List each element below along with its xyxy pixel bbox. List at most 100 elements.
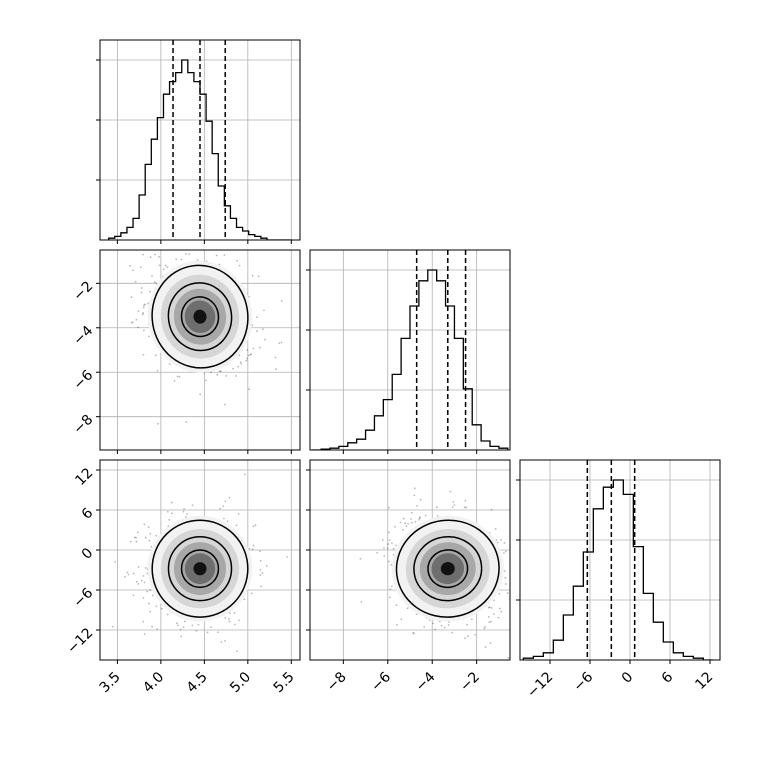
y-tick-label: 6 — [79, 505, 97, 523]
sample-point — [496, 541, 499, 544]
sample-point — [228, 620, 231, 623]
sample-point — [466, 623, 468, 626]
sample-point — [388, 531, 390, 534]
histogram-panel-2: −12 −6 0 6 12 — [516, 459, 721, 701]
sample-point — [432, 622, 434, 625]
sample-point — [387, 543, 390, 545]
sample-point — [514, 615, 516, 617]
sample-point — [154, 354, 157, 357]
sample-point — [224, 639, 227, 642]
sample-point — [502, 552, 505, 554]
sample-point — [463, 506, 466, 509]
sample-point — [443, 626, 446, 629]
sample-point — [395, 604, 398, 607]
sample-point — [487, 606, 490, 609]
scatter-layer — [359, 487, 516, 659]
sample-point — [252, 347, 255, 350]
sample-point — [255, 330, 258, 333]
sample-point — [247, 354, 250, 357]
sample-point — [188, 253, 191, 256]
sample-point — [413, 494, 416, 497]
histogram-panel-1 — [306, 249, 511, 454]
sample-point — [158, 264, 161, 267]
sample-point — [251, 274, 254, 277]
sample-point — [401, 528, 404, 531]
contour-line — [180, 296, 220, 338]
sample-point — [245, 359, 248, 362]
sample-point — [410, 511, 413, 514]
sample-point — [135, 540, 138, 543]
sample-point — [146, 572, 149, 575]
sample-point — [149, 532, 152, 535]
sample-point — [412, 631, 415, 634]
sample-point — [89, 273, 91, 275]
sample-point — [140, 579, 143, 582]
sample-point — [440, 624, 443, 627]
y-tick-label: −8 — [70, 412, 96, 438]
sample-point — [143, 303, 146, 306]
sample-point — [246, 357, 249, 360]
sample-point — [490, 508, 493, 511]
sample-point — [261, 328, 264, 331]
sample-point — [137, 582, 140, 585]
sample-point — [238, 354, 241, 357]
sample-point — [263, 338, 266, 341]
sample-point — [137, 326, 139, 329]
sample-point — [280, 341, 283, 344]
scatter-layer — [111, 473, 288, 653]
sample-point — [448, 621, 450, 623]
y-tick-label: −6 — [70, 367, 96, 393]
sample-point — [185, 421, 188, 423]
panel-frame — [99, 39, 301, 241]
sample-point — [259, 574, 262, 576]
sample-point — [239, 361, 242, 364]
sample-point — [406, 607, 409, 610]
sample-point — [250, 592, 253, 595]
sample-point — [258, 346, 261, 349]
sample-point — [243, 598, 246, 601]
sample-point — [453, 504, 456, 507]
contour-line — [427, 549, 469, 589]
x-tick-label: 5.5 — [271, 669, 298, 696]
contour-line — [151, 264, 249, 369]
sample-point — [135, 580, 138, 583]
sample-point — [154, 253, 156, 256]
contour-line — [151, 519, 249, 618]
sample-point — [233, 623, 236, 626]
sample-point — [226, 520, 229, 523]
sample-point — [168, 519, 171, 521]
contour-line — [167, 536, 233, 602]
sample-point — [162, 268, 165, 271]
sample-point — [394, 525, 396, 528]
density-level — [193, 309, 207, 324]
sample-point — [260, 585, 262, 588]
y-tick-label: −4 — [70, 323, 96, 349]
sample-point — [483, 627, 486, 630]
sample-point — [217, 631, 219, 634]
sample-point — [143, 633, 146, 636]
sample-point — [224, 500, 227, 503]
x-tick-label: 12 — [692, 669, 716, 693]
sample-point — [252, 544, 255, 547]
sample-point — [391, 541, 393, 544]
sample-point — [224, 616, 227, 619]
sample-point — [235, 375, 237, 377]
sample-point — [416, 504, 418, 507]
histogram-panel-0 — [96, 39, 301, 244]
sample-point — [275, 368, 277, 370]
sample-point — [135, 536, 137, 539]
sample-point — [244, 473, 246, 476]
sample-point — [150, 545, 153, 548]
sample-point — [494, 528, 497, 530]
sample-point — [144, 566, 147, 569]
sample-point — [423, 625, 426, 628]
sample-point — [209, 626, 212, 629]
sample-point — [148, 335, 150, 338]
density-level — [440, 562, 455, 576]
sample-point — [504, 583, 507, 585]
sample-point — [449, 490, 452, 493]
sample-point — [228, 618, 230, 620]
sample-point — [149, 589, 152, 591]
sample-point — [280, 299, 283, 302]
sample-point — [155, 282, 158, 285]
